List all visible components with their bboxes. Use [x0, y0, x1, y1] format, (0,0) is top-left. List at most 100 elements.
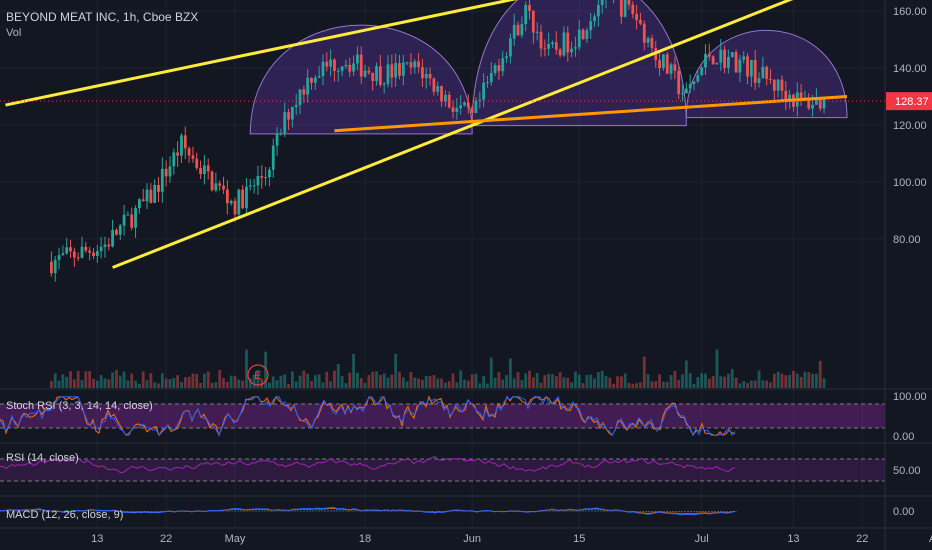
macd-histogram-bar	[21, 510, 23, 512]
candle-body	[50, 261, 53, 274]
volume-bar	[478, 383, 482, 388]
macd-histogram-bar	[267, 510, 269, 512]
macd-histogram-bar	[459, 510, 461, 512]
volume-bar	[803, 371, 807, 388]
volume-bar	[635, 383, 639, 388]
volume-bar	[822, 378, 826, 388]
candle-body	[176, 152, 180, 156]
volume-bar	[486, 383, 489, 388]
volume-bar	[225, 381, 229, 388]
macd-histogram-bar	[651, 511, 653, 513]
candle-body	[574, 47, 577, 49]
macd-histogram-bar	[561, 510, 563, 512]
candle-body	[738, 59, 742, 73]
macd-histogram-bar	[87, 510, 89, 512]
candle-body	[811, 104, 814, 109]
macd-histogram-bar	[27, 510, 29, 512]
macd-histogram-bar	[453, 510, 455, 512]
price-axis[interactable]: 200.00180.00160.00140.00120.00100.0080.0…	[884, 0, 932, 550]
volume-bar	[815, 373, 818, 388]
volume-bar	[348, 372, 352, 388]
macd-histogram-bar	[678, 511, 680, 513]
volume-bar	[539, 382, 543, 388]
time-tick-label: 13	[787, 533, 799, 545]
candle-body	[558, 49, 562, 56]
volume-bar	[149, 373, 153, 388]
macd-histogram-bar	[735, 511, 737, 512]
volume-bar	[688, 373, 692, 388]
volume-bar	[811, 373, 814, 388]
candle-body	[287, 112, 290, 120]
macd-histogram-bar	[696, 511, 698, 513]
candle-body	[271, 145, 275, 170]
volume-bar	[585, 374, 589, 388]
volume-bar	[753, 380, 757, 388]
volume-bar	[742, 381, 746, 388]
candle-body	[684, 88, 688, 94]
macd-histogram-bar	[381, 510, 383, 512]
candle-body	[554, 42, 558, 50]
candle-body	[424, 73, 428, 79]
volume-bar	[784, 375, 788, 388]
volume-bar	[577, 374, 581, 388]
earnings-markers[interactable]: EE	[247, 364, 932, 386]
macd-histogram-bar	[723, 511, 725, 512]
macd-histogram-bar	[600, 510, 602, 512]
macd-histogram-bar	[273, 510, 275, 512]
volume-bar	[53, 373, 57, 388]
volume-bar	[818, 360, 822, 388]
candle-body	[432, 78, 436, 92]
time-tick-label: Jul	[695, 533, 709, 545]
volume-bar	[386, 377, 390, 388]
volume-bar	[440, 378, 443, 388]
volume-bar	[344, 383, 348, 388]
volume-bar	[623, 373, 627, 388]
volume-bar	[772, 373, 776, 388]
macd-histogram-bar	[294, 510, 296, 512]
candle-body	[822, 98, 826, 109]
candle-body	[505, 56, 508, 59]
volume-label: Vol	[6, 27, 22, 39]
volume-bar	[715, 349, 719, 388]
candle-body	[336, 70, 340, 72]
volume-bar	[543, 375, 547, 388]
candle-body	[646, 38, 650, 43]
volume-bar	[61, 374, 65, 388]
macd-histogram-bar	[711, 511, 713, 513]
candle-body	[639, 20, 642, 24]
volume-bar	[313, 375, 317, 388]
volume-bar	[252, 374, 256, 388]
macd-histogram-bar	[699, 511, 701, 513]
candle-body	[489, 73, 493, 83]
macd-histogram-bar	[255, 510, 257, 512]
macd-histogram-bar	[693, 511, 695, 513]
macd-histogram-bar	[222, 510, 224, 512]
indicator-tick-label: 50.00	[893, 465, 921, 477]
volume-bar	[164, 378, 168, 388]
candle-body	[275, 133, 279, 146]
candle-body	[180, 135, 183, 156]
earnings-marker-label: E	[254, 370, 261, 382]
candle-body	[455, 108, 459, 112]
volume-bar	[137, 383, 141, 388]
volume-bar	[551, 374, 554, 388]
macd-histogram-bar	[642, 511, 644, 512]
macd-histogram-bar	[18, 510, 20, 512]
time-axis[interactable]: 13 22 May 18 Jun 15 Jul 13 22 Aug	[91, 533, 932, 545]
macd-histogram-bar	[282, 510, 284, 512]
candle-body	[757, 78, 761, 83]
macd-histogram-bar	[279, 510, 281, 512]
trend-lines[interactable]	[0, 0, 885, 269]
candle-body	[268, 169, 271, 178]
macd-histogram-bar	[330, 510, 332, 512]
volume-bar	[547, 373, 551, 388]
candle-body	[149, 189, 153, 203]
volume-bar	[474, 373, 478, 388]
volume-bar	[145, 380, 149, 388]
candle-body	[306, 77, 310, 95]
candle-body	[704, 53, 707, 68]
volume-bar	[466, 380, 470, 388]
volume-bar	[218, 370, 222, 388]
volume-bar	[807, 372, 811, 388]
